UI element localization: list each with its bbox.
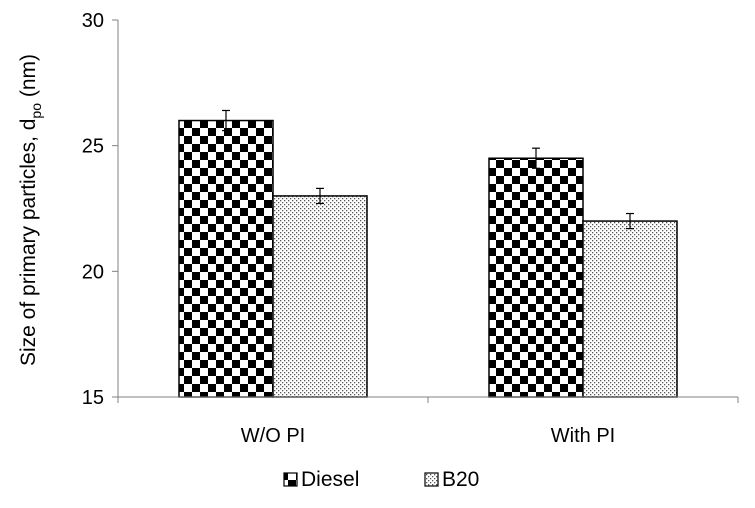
bar-b20-2 xyxy=(582,220,678,398)
y-tick-label: 25 xyxy=(82,136,104,158)
bar-b20-1 xyxy=(272,195,368,398)
x-tick-label: W/O PI xyxy=(241,425,305,447)
legend-item-diesel: Diesel xyxy=(283,468,359,491)
legend-label: Diesel xyxy=(301,468,359,491)
y-axis-title: Size of primary particles, dpo (nm) xyxy=(17,54,44,366)
legend: Diesel B20 xyxy=(283,468,479,491)
error-bar xyxy=(222,109,230,132)
error-bar xyxy=(532,147,540,169)
legend-item-b20: B20 xyxy=(424,468,479,491)
y-axis-ticks: 15 20 25 30 xyxy=(82,10,118,409)
y-axis-title-subscript: po xyxy=(28,103,44,119)
legend-label: B20 xyxy=(442,468,479,491)
y-tick-label: 20 xyxy=(82,261,104,283)
bar-diesel-1 xyxy=(178,119,274,398)
plot-area xyxy=(178,109,678,398)
x-axis-ticks: W/O PI With PI xyxy=(117,397,739,447)
y-tick-label: 30 xyxy=(82,10,104,32)
error-bar xyxy=(316,187,324,205)
legend-swatch xyxy=(424,472,439,487)
x-tick-label: With PI xyxy=(551,425,615,447)
error-bar xyxy=(626,212,634,230)
bar-diesel-2 xyxy=(488,157,584,398)
legend-swatch xyxy=(283,472,298,487)
y-tick-label: 15 xyxy=(82,387,104,409)
